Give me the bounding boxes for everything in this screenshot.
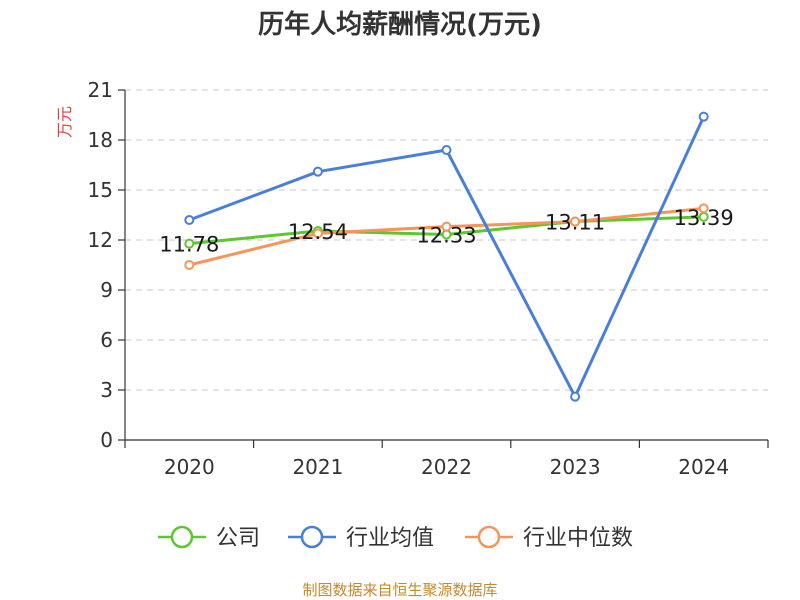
grid-lines xyxy=(125,89,768,391)
chart-title: 历年人均薪酬情况(万元) xyxy=(258,9,542,40)
data-point[interactable] xyxy=(184,215,195,225)
legend-item[interactable]: 公司 xyxy=(158,525,260,551)
legend[interactable]: 公司 行业均值 行业中位数 xyxy=(158,525,633,551)
data-label: 13.11 xyxy=(545,211,605,235)
legend-marker xyxy=(300,525,324,549)
data-labels: 11.78 12.54 12.33 13.11 13.39 xyxy=(159,206,734,257)
data-label: 13.39 xyxy=(674,206,734,230)
x-tick-label: 2020 xyxy=(164,455,215,479)
data-point[interactable] xyxy=(184,260,195,270)
y-axis-unit-label: 万元 xyxy=(55,106,74,138)
y-tick-label: 12 xyxy=(88,228,113,252)
legend-item[interactable]: 行业均值 xyxy=(288,525,434,551)
data-point[interactable] xyxy=(698,111,709,122)
legend-item[interactable]: 行业中位数 xyxy=(465,525,633,551)
y-tick-label: 6 xyxy=(100,328,113,352)
x-tick-label: 2024 xyxy=(678,455,729,479)
legend-label: 行业均值 xyxy=(346,526,434,551)
data-point[interactable] xyxy=(441,221,452,232)
data-point[interactable] xyxy=(698,203,709,214)
y-tick-label: 21 xyxy=(88,78,113,102)
legend-marker xyxy=(477,525,501,549)
legend-label: 公司 xyxy=(216,526,260,551)
data-label: 12.54 xyxy=(288,220,348,244)
data-point[interactable] xyxy=(312,166,323,177)
data-point[interactable] xyxy=(570,391,581,402)
y-tick-label: 9 xyxy=(100,278,113,302)
data-label: 11.78 xyxy=(159,233,219,257)
series-line xyxy=(188,116,706,399)
data-point[interactable] xyxy=(312,228,323,239)
y-tick-label: 15 xyxy=(88,178,113,202)
x-tick-label: 2023 xyxy=(550,455,601,479)
legend-marker xyxy=(170,525,194,549)
axes: 0 3 6 9 12 15 18 21 2020 2021 2022 2023 2024 xyxy=(88,78,769,479)
source-note: 制图数据来自恒生聚源数据库 xyxy=(302,581,497,599)
data-point[interactable] xyxy=(184,238,195,249)
x-tick-label: 2022 xyxy=(421,455,472,479)
x-tick-label: 2021 xyxy=(292,455,343,479)
data-label: 12.33 xyxy=(416,224,476,248)
data-point[interactable] xyxy=(570,216,581,227)
series-lines xyxy=(184,111,709,402)
legend-label: 行业中位数 xyxy=(523,526,633,551)
y-tick-label: 0 xyxy=(100,428,113,452)
y-tick-label: 18 xyxy=(88,128,113,152)
y-tick-label: 3 xyxy=(100,378,113,402)
data-point[interactable] xyxy=(441,145,452,155)
